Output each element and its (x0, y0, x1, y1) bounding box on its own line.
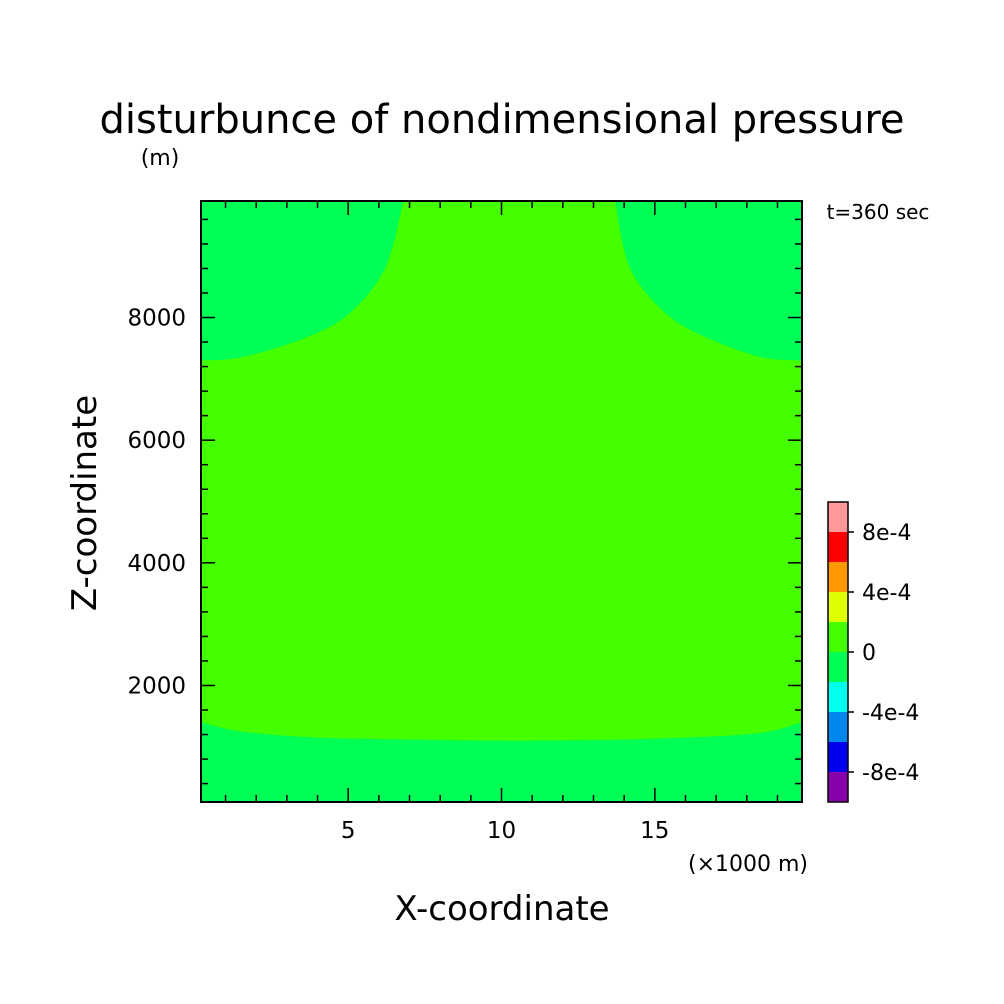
colorbar-swatch (828, 652, 848, 682)
y-axis: 2000 4000 6000 8000 (127, 218, 802, 785)
x-tick-label: 10 (487, 818, 516, 844)
x-axis-unit: (×1000 m) (688, 852, 808, 877)
colorbar: 8e-4 4e-4 0 -4e-4 -8e-4 (827, 501, 919, 803)
colorbar-swatch (828, 502, 848, 532)
unit-label: (m) (141, 146, 180, 171)
colorbar-tick-label: 8e-4 (862, 521, 911, 546)
colorbar-swatch (828, 562, 848, 592)
y-tick-label: 4000 (127, 551, 186, 577)
y-tick-label: 6000 (127, 428, 186, 454)
colorbar-tick-label: -8e-4 (862, 761, 919, 786)
x-tick-label: 15 (640, 818, 669, 844)
contour-region (201, 201, 404, 361)
plot-area (200, 200, 803, 803)
colorbar-tick-label: 0 (862, 641, 876, 666)
y-axis-label: Z-coordinate (65, 395, 105, 611)
colorbar-tick-label: -4e-4 (862, 701, 919, 726)
colorbar-swatch (828, 742, 848, 772)
time-label: t=360 sec (827, 200, 930, 224)
colorbar-swatch (828, 772, 848, 802)
colorbar-swatch (828, 532, 848, 562)
colorbar-swatch (828, 682, 848, 712)
colorbar-swatch (828, 622, 848, 652)
chart-title: disturbunce of nondimensional pressure (100, 97, 905, 143)
colorbar-swatch (828, 712, 848, 742)
x-tick-label: 5 (341, 818, 356, 844)
x-axis: 5 10 15 (224, 201, 779, 844)
y-tick-label: 8000 (127, 306, 186, 332)
colorbar-tick-label: 4e-4 (862, 581, 911, 606)
colorbar-swatch (828, 592, 848, 622)
x-axis-label: X-coordinate (394, 889, 609, 929)
y-tick-label: 2000 (127, 673, 186, 699)
contour-region (201, 722, 802, 802)
contour-region (614, 201, 802, 361)
